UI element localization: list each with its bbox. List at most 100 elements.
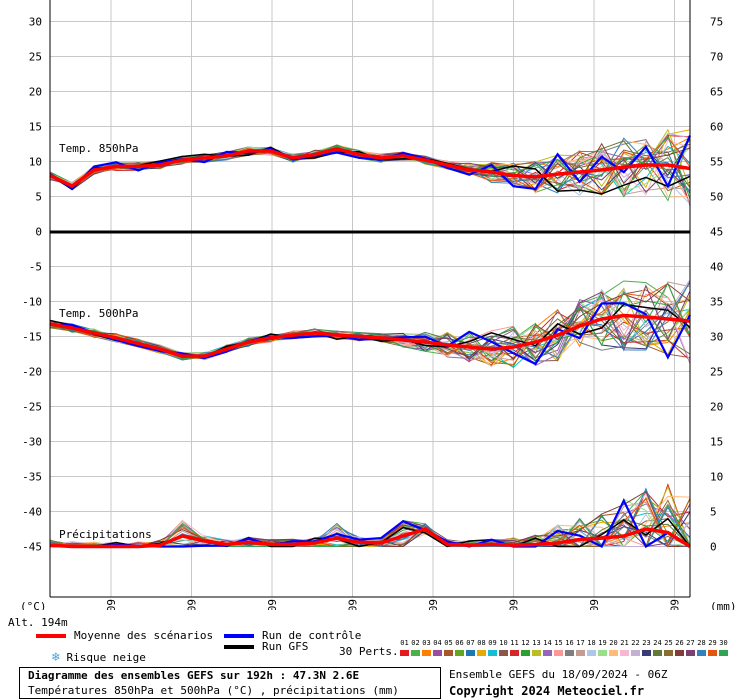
pert-number: 16 — [565, 639, 574, 647]
pert-swatch — [488, 650, 497, 656]
y-left-tick: 15 — [29, 121, 42, 134]
pert-swatch — [433, 650, 442, 656]
pert-number: 29 — [708, 639, 717, 647]
altitude-label: Alt. 194m — [8, 616, 68, 629]
copyright: Copyright 2024 Meteociel.fr — [449, 684, 645, 698]
y-left-tick: 30 — [29, 16, 42, 29]
y-right-tick: 5 — [710, 506, 717, 519]
y-right-tick: 35 — [710, 296, 723, 309]
pert-swatch — [664, 650, 673, 656]
pert-swatch — [510, 650, 519, 656]
y-left-tick: -45 — [22, 541, 42, 554]
pert-swatch — [477, 650, 486, 656]
chart-grid — [50, 0, 690, 597]
y-right-tick: 30 — [710, 331, 723, 344]
right-axis-unit: (mm) — [710, 600, 737, 610]
y-right-tick: 10 — [710, 471, 723, 484]
axes — [49, 0, 691, 598]
y-left-tick: -20 — [22, 366, 42, 379]
pert-number: 26 — [675, 639, 684, 647]
x-date-tick: 22/09 — [347, 599, 360, 610]
x-date-tick: 21/09 — [266, 599, 279, 610]
pert-number: 13 — [532, 639, 541, 647]
x-date-tick: 20/09 — [186, 599, 199, 610]
mean-legend-label: Moyenne des scénarios — [74, 629, 214, 642]
pert-swatch — [719, 650, 728, 656]
pert-number: 20 — [609, 639, 618, 647]
y-left-tick: 10 — [29, 156, 42, 169]
pert-number: 27 — [686, 639, 695, 647]
title-box: Diagramme des ensembles GEFS sur 192h : … — [19, 667, 441, 699]
y-right-tick: 0 — [710, 541, 717, 554]
pert-swatch — [400, 650, 409, 656]
x-date-tick: 23/09 — [427, 599, 440, 610]
y-right-tick: 55 — [710, 156, 723, 169]
pert-number: 10 — [499, 639, 508, 647]
mean-line-precip — [49, 527, 691, 549]
pert-swatch — [598, 650, 607, 656]
y-right-tick: 75 — [710, 16, 723, 29]
pert-swatch — [422, 650, 431, 656]
pert-number: 08 — [477, 639, 486, 647]
pert-swatch — [642, 650, 651, 656]
mean-line-t500 — [49, 313, 691, 358]
pert-swatch — [653, 650, 662, 656]
pert-swatch — [609, 650, 618, 656]
pert-swatch — [686, 650, 695, 656]
pert-number: 21 — [620, 639, 629, 647]
control-line-t500 — [49, 302, 691, 366]
snowflake-icon: ❄ — [52, 650, 60, 665]
pert-number: 11 — [510, 639, 519, 647]
precip-panel-label: Précipitations — [59, 528, 152, 541]
x-date-tick: 26/09 — [669, 599, 682, 610]
y-right-tick: 40 — [710, 261, 723, 274]
chart-title: Diagramme des ensembles GEFS sur 192h : … — [28, 669, 360, 682]
pert-number: 22 — [631, 639, 640, 647]
mean-lines — [49, 147, 691, 549]
mean-line-t850 — [49, 147, 691, 189]
pert-swatch — [543, 650, 552, 656]
y-right-tick: 60 — [710, 121, 723, 134]
y-right-tick: 50 — [710, 191, 723, 204]
pert-swatch — [411, 650, 420, 656]
y-left-tick: -35 — [22, 471, 42, 484]
pert-swatch — [455, 650, 464, 656]
pert-number: 05 — [444, 639, 453, 647]
y-left-tick: -5 — [29, 261, 42, 274]
pert-number: 17 — [576, 639, 585, 647]
gfs-legend-swatch — [224, 645, 254, 649]
ensemble-info: Ensemble GEFS du 18/09/2024 - 06Z — [449, 668, 668, 681]
pert-swatch — [587, 650, 596, 656]
pert-number: 01 — [400, 639, 409, 647]
pert-swatch — [565, 650, 574, 656]
pert-number: 19 — [598, 639, 607, 647]
y-left-tick: -15 — [22, 331, 42, 344]
pert-number: 07 — [466, 639, 475, 647]
y-left-tick: -25 — [22, 401, 42, 414]
pert-swatch — [708, 650, 717, 656]
x-date-tick: 25/09 — [588, 599, 601, 610]
y-right-tick: 70 — [710, 51, 723, 64]
pert-swatch — [697, 650, 706, 656]
y-left-tick: -30 — [22, 436, 42, 449]
pert-number: 23 — [642, 639, 651, 647]
pert-number: 06 — [455, 639, 464, 647]
pert-number: 28 — [697, 639, 706, 647]
perts-label: 30 Perts. — [339, 645, 399, 658]
control-legend-label: Run de contrôle — [262, 629, 362, 642]
pert-swatch — [554, 650, 563, 656]
y-right-tick: 45 — [710, 226, 723, 239]
perts-legend: 01 02 03 04 05 06 07 08 09 10 11 12 13 14 15 16 17 18 19 20… — [399, 639, 734, 659]
pert-swatch — [620, 650, 629, 656]
pert-number: 15 — [554, 639, 563, 647]
pert-swatch — [532, 650, 541, 656]
pert-number: 25 — [664, 639, 673, 647]
y-left-tick: -40 — [22, 506, 42, 519]
y-right-tick: 20 — [710, 401, 723, 414]
pert-number: 12 — [521, 639, 530, 647]
pert-number: 24 — [653, 639, 662, 647]
gfs-legend-label: Run GFS — [262, 640, 309, 653]
pert-swatch — [499, 650, 508, 656]
